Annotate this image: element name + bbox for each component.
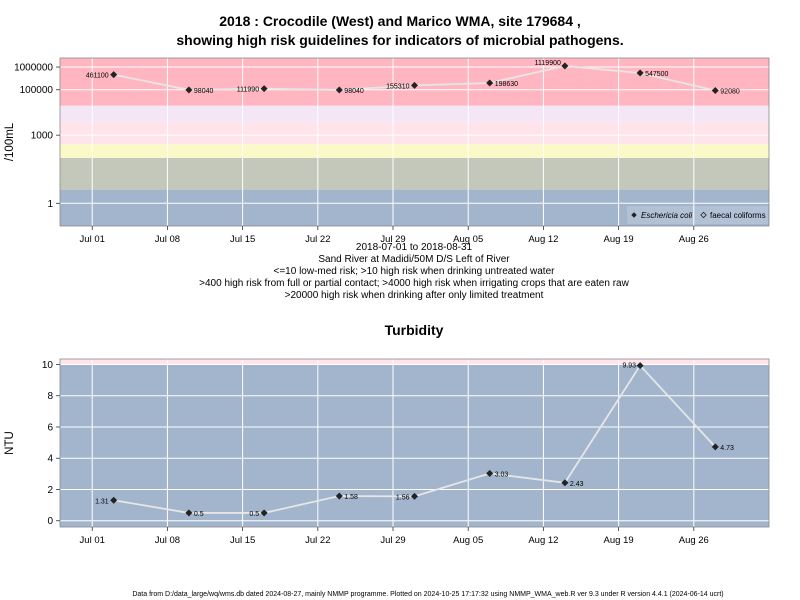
- chart1-risk-bands: [60, 58, 769, 226]
- data-point: [335, 86, 343, 94]
- chart2-bands: [60, 359, 769, 527]
- x-tick-label: Jul 29: [380, 234, 405, 245]
- y-tick-label: 1: [47, 199, 53, 210]
- y-tick-label: 1000: [31, 131, 54, 142]
- x-tick-label: Aug 12: [528, 535, 558, 546]
- data-point: [260, 509, 268, 517]
- chart1-series: 461100 98040 111990 98040 155310 198630 111990…: [86, 60, 740, 96]
- x-tick-label: Jul 08: [155, 535, 180, 546]
- legend-faecal-marker-icon: [700, 211, 707, 219]
- chart2-series: 1.31 0.5 0.5 1.58 1.56 3.03 2.43 9.93 4.73: [95, 361, 734, 518]
- data-point: [561, 479, 569, 487]
- x-tick-label: Jul 01: [80, 234, 105, 245]
- subtitle-line-site: Sand River at Madidi/50M D/S Left of Riv…: [318, 254, 510, 265]
- data-point: [185, 509, 193, 517]
- chart1-title: 2018 : Crocodile (West) and Marico WMA, …: [219, 13, 581, 29]
- x-tick-label: Jul 08: [155, 234, 180, 245]
- y-tick-label: 10: [42, 360, 54, 371]
- band-5: [60, 105, 769, 122]
- x-tick-label: Jul 22: [305, 535, 330, 546]
- data-label: 98040: [194, 88, 214, 95]
- x-tick-label: Jul 15: [230, 234, 255, 245]
- y-tick-label: 4: [47, 454, 53, 465]
- chart1-plot-frame: [59, 57, 770, 227]
- y-tick-label: 6: [47, 422, 53, 433]
- x-tick-label: Aug 05: [453, 535, 483, 546]
- x-tick-label: Aug 26: [679, 535, 709, 546]
- data-point: [711, 443, 719, 451]
- data-point: [260, 85, 268, 93]
- y-tick-label: 2: [47, 485, 53, 496]
- chart1-subtitle: 2018-07-01 to 2018-08-31 Sand River at M…: [199, 242, 629, 301]
- y-tick-label: 1000000: [14, 63, 53, 74]
- x-tick-label: Aug 26: [679, 234, 709, 245]
- data-label: 0.5: [249, 511, 259, 518]
- data-point: [110, 496, 118, 504]
- data-point: [636, 69, 644, 77]
- legend-ecoli-marker-icon: [631, 212, 637, 218]
- band-4: [60, 121, 769, 145]
- data-point: [561, 62, 569, 70]
- x-tick-label: Aug 19: [604, 535, 634, 546]
- subtitle-line-guideline-1: <=10 low-med risk; >10 high risk when dr…: [274, 266, 556, 277]
- x-tick-label: Jul 22: [305, 234, 330, 245]
- data-point: [410, 81, 419, 89]
- data-point: [410, 492, 419, 500]
- data-label: 461100: [86, 73, 109, 80]
- data-label: 92080: [720, 89, 740, 96]
- data-label: 547500: [645, 71, 668, 78]
- chart1-grid: [60, 58, 769, 226]
- x-tick-label: Aug 19: [604, 234, 634, 245]
- y-tick-label: 8: [47, 391, 53, 402]
- chart1-axes: Jul 01 Jul 08 Jul 15 Jul 22 Jul 29 Aug 05 Aug …: [14, 63, 709, 245]
- x-tick-label: Jul 29: [380, 535, 405, 546]
- y-tick-label: 100000: [20, 85, 54, 96]
- band-3: [60, 144, 769, 158]
- x-tick-label: Jul 15: [230, 535, 255, 546]
- subtitle-line-date-range: 2018-07-01 to 2018-08-31: [356, 242, 473, 253]
- y-tick-label: 0: [47, 516, 53, 527]
- data-point: [110, 71, 118, 79]
- legend-ecoli-label: Eschericia coli: [641, 211, 692, 220]
- band-6: [60, 58, 769, 106]
- data-point: [636, 361, 644, 370]
- chart1-y-axis-label: /100mL: [4, 122, 16, 161]
- band-2: [60, 359, 769, 365]
- data-label: 98040: [344, 88, 364, 95]
- data-point: [185, 86, 193, 94]
- subtitle-line-guideline-3: >20000 high risk when drinking after onl…: [285, 290, 544, 301]
- chart1-title-line2: showing high risk guidelines for indicat…: [176, 32, 623, 48]
- subtitle-line-guideline-2: >400 high risk from full or partial cont…: [199, 278, 629, 289]
- data-label: 1.56: [396, 494, 410, 501]
- chart1-legend: Eschericia coli faecal coliforms: [627, 206, 768, 224]
- data-label: 4.73: [720, 445, 734, 452]
- data-point: [335, 492, 343, 500]
- band-2: [60, 157, 769, 190]
- x-tick-label: Jul 01: [80, 535, 105, 546]
- data-label: 1119900: [535, 60, 561, 67]
- x-tick-label: Aug 12: [528, 234, 558, 245]
- legend-faecal-label: faecal coliforms: [710, 211, 766, 220]
- data-label: 111990: [237, 87, 259, 94]
- data-point: [486, 469, 494, 477]
- band-1: [60, 189, 769, 226]
- footer-note: Data from D:/data_large/wq/wms.db dated …: [132, 591, 723, 598]
- data-point: [486, 79, 494, 87]
- chart2-grid: [60, 359, 769, 527]
- chart2-title: Turbidity: [385, 322, 444, 338]
- data-label: 3.03: [495, 471, 509, 478]
- data-label: 1.58: [344, 494, 358, 501]
- chart2-plot-frame: [59, 358, 770, 528]
- data-label: 1.31: [95, 498, 109, 505]
- data-label: 9.93: [622, 363, 636, 370]
- data-label: 2.43: [570, 481, 584, 488]
- data-point: [711, 86, 719, 95]
- chart2-y-axis-label: NTU: [4, 431, 16, 455]
- data-label: 0.5: [194, 511, 204, 518]
- data-label: 198630: [495, 81, 518, 88]
- chart2-axes: Jul 01 Jul 08 Jul 15 Jul 22 Jul 29 Aug 05 Aug …: [42, 360, 709, 546]
- data-label: 155310: [386, 83, 409, 90]
- x-tick-label: Aug 05: [453, 234, 483, 245]
